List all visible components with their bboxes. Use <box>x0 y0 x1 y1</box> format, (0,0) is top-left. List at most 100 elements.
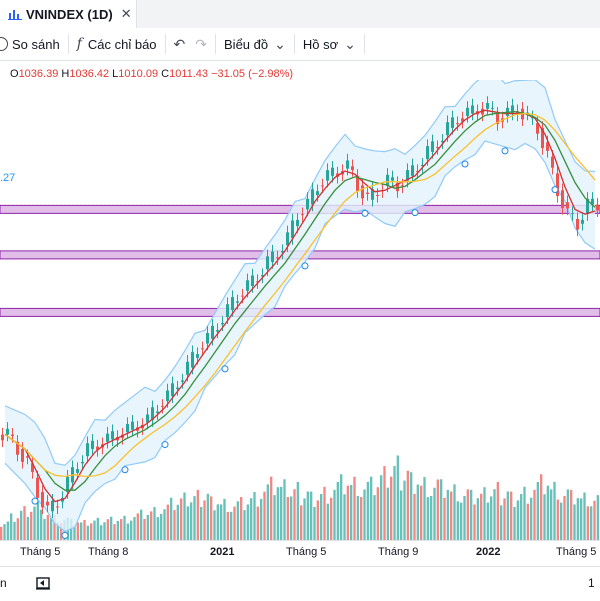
volume-bar <box>313 507 316 540</box>
volume-bar <box>540 474 543 540</box>
volume-bar <box>473 504 476 540</box>
candle-body <box>546 142 549 151</box>
volume-bar <box>410 472 413 540</box>
volume-bar <box>96 517 99 540</box>
volume-bar <box>220 504 223 540</box>
time-axis[interactable]: Tháng 5 Tháng 8 2021 Tháng 5 Tháng 9 202… <box>0 540 600 561</box>
volume-bar <box>586 506 589 540</box>
volume-bar <box>336 481 339 540</box>
candle-body <box>246 280 249 291</box>
volume-bar <box>323 486 326 540</box>
volume-bar <box>463 496 466 540</box>
volume-bar <box>183 492 186 540</box>
volume-bar <box>430 496 433 540</box>
volume-bar <box>280 486 283 540</box>
tab-bar: VNINDEX (1D) ✕ <box>0 0 600 29</box>
volume-bar <box>186 506 189 540</box>
candle-body <box>386 174 389 186</box>
candle-body <box>461 118 464 122</box>
volume-bar <box>550 489 553 540</box>
price-chart[interactable] <box>0 80 600 540</box>
candle-body <box>581 219 584 224</box>
x-tick: 2021 <box>210 546 235 558</box>
candle-body <box>291 220 294 239</box>
volume-bar <box>286 496 289 540</box>
candle-body <box>131 421 134 430</box>
volume-bar <box>30 511 33 540</box>
tab-vnindex[interactable]: VNINDEX (1D) ✕ <box>0 0 137 28</box>
volume-bar <box>276 487 279 540</box>
volume-bar <box>26 516 29 540</box>
candle-body <box>166 390 169 402</box>
volume-bar <box>3 524 6 540</box>
signal-marker <box>61 531 69 539</box>
volume-bar <box>110 516 113 540</box>
chevron-down-icon: ⌄ <box>274 35 286 52</box>
candle-body <box>496 113 499 125</box>
candle-body <box>526 112 529 114</box>
candle-body <box>471 105 474 114</box>
candle-body <box>421 164 424 167</box>
volume-bar <box>136 513 139 540</box>
candle-body <box>91 440 94 449</box>
candle-body <box>111 431 114 440</box>
volume-bar <box>93 520 96 540</box>
candle-body <box>406 170 409 181</box>
candle-body <box>566 202 569 209</box>
low-label: L <box>112 68 119 80</box>
volume-bar <box>543 494 546 540</box>
candle-body <box>376 195 379 196</box>
profile-dropdown[interactable]: Hồ sơ ⌄ <box>295 28 364 60</box>
volume-bar <box>6 521 9 540</box>
volume-bar <box>433 487 436 540</box>
volume-bar <box>156 517 159 540</box>
candle-body <box>321 185 324 187</box>
chart-type-dropdown[interactable]: Biểu đồ ⌄ <box>216 28 294 60</box>
volume-bar <box>530 497 533 540</box>
toolbar-divider <box>164 34 166 54</box>
signal-marker <box>161 441 169 449</box>
volume-bar <box>216 504 219 540</box>
volume-bar <box>370 476 373 540</box>
candle-body <box>551 156 554 168</box>
volume-bar <box>363 489 366 540</box>
candle-body <box>446 122 449 136</box>
bottom-right-text: 1 <box>588 576 595 590</box>
candle-body <box>226 304 229 318</box>
candle-body <box>541 127 544 149</box>
signal-marker <box>411 209 419 217</box>
close-icon[interactable]: ✕ <box>120 6 132 21</box>
replay-icon[interactable] <box>36 576 52 590</box>
candle-body <box>491 107 494 109</box>
signal-marker <box>31 497 39 505</box>
volume-bar <box>306 491 309 540</box>
volume-bar <box>253 491 256 540</box>
candle-body <box>1 434 4 441</box>
candle-body <box>591 198 594 205</box>
volume-bar <box>100 525 103 540</box>
candle-body <box>176 387 179 390</box>
volume-bar <box>380 475 383 540</box>
candle-body <box>391 177 394 181</box>
volume-bar <box>123 515 126 540</box>
candle-body <box>231 297 234 310</box>
candle-body <box>51 500 54 512</box>
close-label: C <box>161 68 170 80</box>
undo-button[interactable]: ↶ <box>166 28 194 60</box>
candle-body <box>556 173 559 196</box>
candle-body <box>346 160 349 169</box>
indicators-button[interactable]: f Các chỉ báo <box>69 28 165 60</box>
candle-body <box>46 501 49 506</box>
high-value: 1036.42 <box>69 68 110 80</box>
volume-bar <box>86 525 89 540</box>
redo-button[interactable]: ↷ <box>193 28 215 60</box>
candle-body <box>151 407 154 421</box>
volume-bar <box>10 513 13 540</box>
candle-body <box>351 166 354 171</box>
volume-bar <box>506 491 509 540</box>
ohlc-legend: O1036.39 H1036.42 L1010.09 C1011.43 −31.… <box>10 68 293 80</box>
volume-bar <box>563 496 566 540</box>
compare-button[interactable]: So sánh <box>0 28 68 60</box>
volume-bar <box>233 506 236 540</box>
volume-bar <box>120 519 123 540</box>
